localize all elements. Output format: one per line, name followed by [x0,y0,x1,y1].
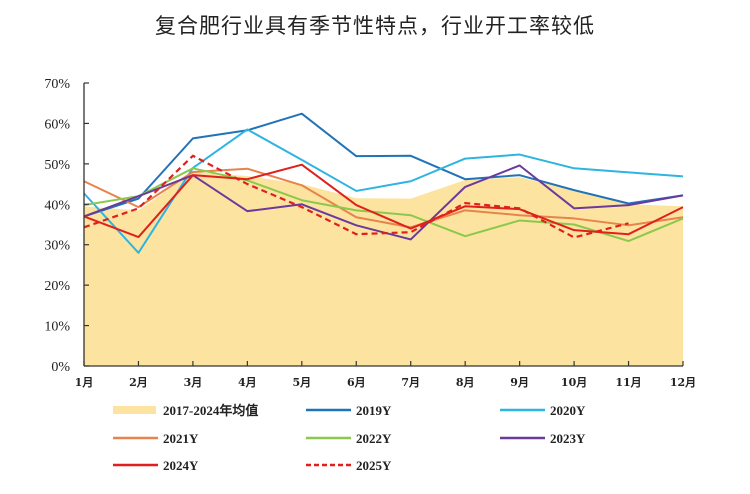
y-tick-label: 40% [44,198,70,213]
x-tick-label: 7月 [401,376,420,389]
legend-item-2021Y[interactable]: 2021Y [113,431,199,446]
x-tick-label: 8月 [456,376,475,389]
legend-label: 2017-2024年均值 [163,403,258,418]
legend-label: 2020Y [550,403,586,418]
y-tick-label: 20% [44,279,70,294]
y-tick-label: 60% [44,117,70,132]
legend-label: 2019Y [356,403,392,418]
legend-item-2022Y[interactable]: 2022Y [306,431,392,446]
x-tick-label: 4月 [238,376,257,389]
x-tick-label: 2月 [129,376,148,389]
legend-item-2019Y[interactable]: 2019Y [306,403,392,418]
legend-item-2017-2024年均值[interactable]: 2017-2024年均值 [113,403,258,418]
legend-label: 2022Y [356,431,392,446]
y-tick-label: 30% [44,239,70,254]
legend-label: 2024Y [163,458,199,473]
legend-label: 2025Y [356,458,392,473]
series-lines-layer [83,112,684,254]
chart-title: 复合肥行业具有季节性特点，行业开工率较低 [155,14,595,38]
legend-label: 2021Y [163,431,199,446]
legend-item-2025Y[interactable]: 2025Y [306,458,392,473]
average-area [84,171,683,366]
x-tick-label: 11月 [615,376,641,389]
legend: 2017-2024年均值 2019Y 2020Y 2021Y 2022Y 2023Y 202… [113,403,586,473]
y-tick-label: 10% [44,320,70,335]
x-tick-label: 6月 [347,376,366,389]
x-tick-label: 3月 [184,376,203,389]
x-tick-label: 10月 [561,376,587,389]
series-line-2020Y [83,128,684,254]
y-tick-label: 50% [44,158,70,173]
y-ticks: 0% 10% 20% 30% 40% 50% 60% 70% [44,77,89,375]
x-tick-label: 9月 [510,376,529,389]
series-line-2022Y [83,167,684,243]
x-tick-label: 5月 [292,376,311,389]
series-line-2024Y [83,163,684,239]
series-line-2019Y [83,112,684,218]
legend-swatch [113,406,156,414]
y-tick-label: 0% [51,360,70,375]
axes-layer [83,83,683,367]
x-ticks: 1月 2月 3月 4月 5月 6月 7月 8月 9月 10月 11月 12月 [75,361,696,389]
y-tick-label: 70% [44,77,70,92]
legend-label: 2023Y [550,431,586,446]
average-area-layer [84,171,683,366]
x-tick-label: 12月 [670,376,696,389]
series-line-2025Y [83,154,629,239]
legend-item-2023Y[interactable]: 2023Y [500,431,586,446]
x-tick-label: 1月 [75,376,94,389]
legend-item-2024Y[interactable]: 2024Y [113,458,199,473]
legend-item-2020Y[interactable]: 2020Y [500,403,586,418]
